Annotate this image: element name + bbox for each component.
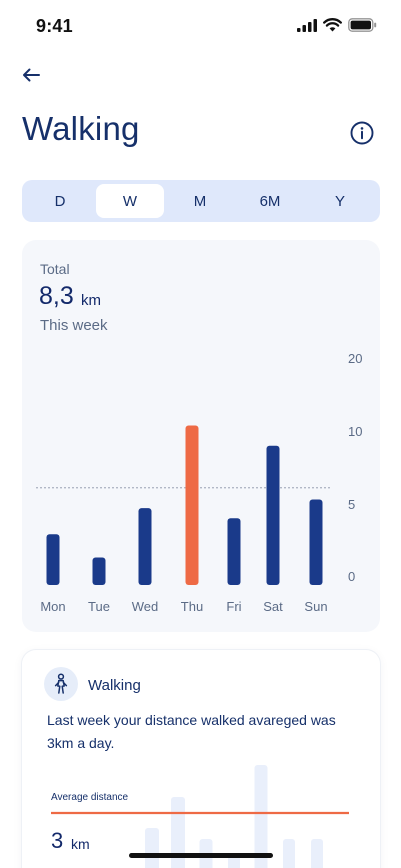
period-selector: D W M 6M Y bbox=[22, 180, 380, 222]
bar-tue bbox=[92, 557, 106, 585]
x-tick-label: Wed bbox=[132, 599, 159, 614]
page-title: Walking bbox=[22, 110, 140, 147]
y-tick-label: 5 bbox=[348, 497, 355, 512]
arrow-left-icon bbox=[23, 68, 40, 82]
bar-wed bbox=[138, 508, 152, 585]
average-distance-label: Average distance bbox=[51, 792, 129, 803]
battery-icon bbox=[348, 18, 377, 32]
weekly-chart-card: Total 8,3 km This week Mon Tue Wed Thu Fri Sa… bbox=[22, 240, 380, 632]
mini-bar-chart bbox=[51, 765, 349, 868]
mini-bar bbox=[145, 828, 159, 868]
status-time: 9:41 bbox=[36, 16, 73, 36]
home-indicator bbox=[129, 853, 273, 858]
mini-bar bbox=[283, 839, 295, 868]
x-tick-label: Sun bbox=[304, 599, 327, 614]
x-tick-label: Thu bbox=[181, 599, 203, 614]
insight-title: Walking bbox=[88, 677, 141, 694]
back-button[interactable] bbox=[18, 62, 44, 88]
average-unit: km bbox=[71, 836, 90, 852]
mini-bar bbox=[228, 855, 240, 868]
tab-week[interactable]: W bbox=[96, 184, 164, 218]
wifi-icon bbox=[323, 18, 342, 32]
status-bar: 9:41 bbox=[0, 0, 401, 54]
bar-thu bbox=[185, 425, 199, 585]
total-unit: km bbox=[81, 292, 101, 309]
x-tick-label: Fri bbox=[226, 599, 241, 614]
y-tick-label: 10 bbox=[348, 424, 362, 439]
insight-text: Last week your distance walked avareged … bbox=[47, 712, 336, 751]
tab-day[interactable]: D bbox=[54, 192, 66, 210]
mini-bar bbox=[311, 839, 323, 868]
bar-sun bbox=[309, 499, 323, 585]
tab-month[interactable]: M bbox=[193, 192, 207, 210]
mini-bar bbox=[254, 765, 268, 868]
weekly-bar-chart: Mon Tue Wed Thu Fri Sat Sun 0 5 10 20 bbox=[36, 351, 362, 614]
total-caption: Total bbox=[40, 261, 70, 277]
cellular-signal-icon bbox=[297, 18, 317, 32]
bar-sat bbox=[266, 445, 280, 585]
total-value: 8,3 bbox=[39, 282, 74, 310]
y-tick-label: 0 bbox=[348, 569, 355, 584]
x-tick-label: Mon bbox=[40, 599, 65, 614]
x-tick-label: Tue bbox=[88, 599, 110, 614]
walking-insight-card[interactable]: Walking Last week your distance walked a… bbox=[22, 650, 380, 868]
status-icons bbox=[297, 18, 377, 32]
x-tick-label: Sat bbox=[263, 599, 283, 614]
bar-mon bbox=[46, 534, 60, 585]
tab-year[interactable]: Y bbox=[334, 192, 345, 210]
y-tick-label: 20 bbox=[348, 351, 362, 366]
tab-six-months[interactable]: 6M bbox=[259, 192, 281, 210]
person-walking-icon bbox=[54, 673, 68, 694]
walking-icon-badge bbox=[44, 667, 78, 701]
info-icon bbox=[350, 121, 374, 145]
info-button[interactable] bbox=[348, 119, 376, 147]
period-caption: This week bbox=[40, 317, 108, 334]
average-value: 3 bbox=[51, 828, 64, 853]
bar-fri bbox=[227, 518, 241, 585]
mini-bar bbox=[171, 797, 185, 868]
